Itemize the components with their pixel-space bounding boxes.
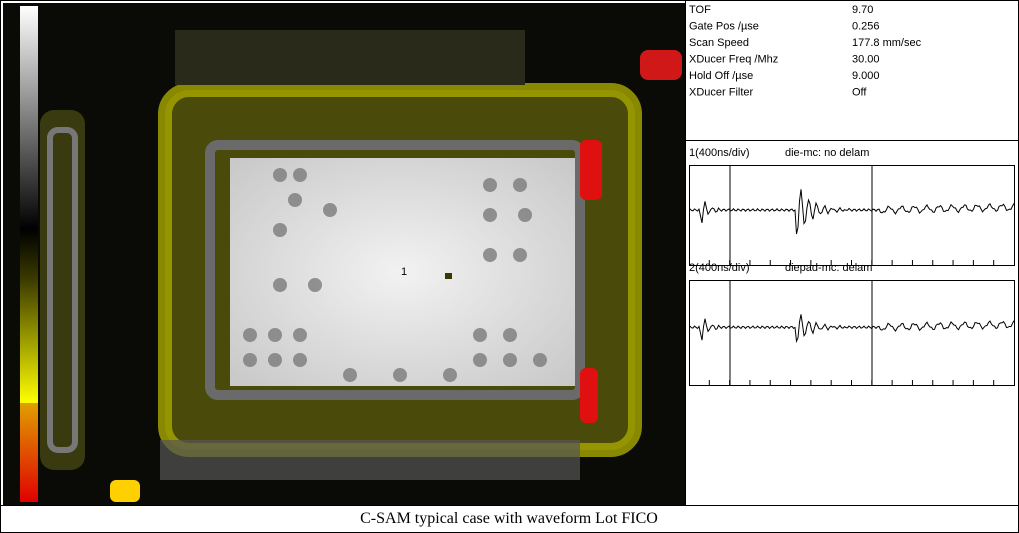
scan-spot (503, 353, 517, 367)
scan-spot (513, 178, 527, 192)
waveform-description: die-mc: no delam (785, 147, 869, 159)
scan-spot (483, 248, 497, 262)
scan-spot (308, 278, 322, 292)
caption: C-SAM typical case with waveform Lot FIC… (360, 510, 658, 527)
param-label: XDucer Filter (689, 87, 754, 99)
scan-spot (273, 278, 287, 292)
waveform-channel: 1(400ns/div) (689, 147, 750, 159)
scan-spot (503, 328, 517, 342)
scan-spot (273, 168, 287, 182)
scan-spot (513, 248, 527, 262)
param-label: TOF (689, 4, 711, 16)
scan-spot (293, 353, 307, 367)
waveform-box (690, 281, 1015, 386)
scan-spot (273, 223, 287, 237)
scan-spot (243, 328, 257, 342)
param-value: 0.256 (852, 21, 880, 33)
scan-spot (323, 203, 337, 217)
scan-spot (393, 368, 407, 382)
param-label: Scan Speed (689, 37, 749, 49)
scan-image: 1 (3, 3, 685, 505)
param-label: Hold Off /µse (689, 70, 753, 82)
param-label: XDucer Freq /Mhz (689, 54, 778, 66)
scan-spot (533, 353, 547, 367)
scan-marker: 1 (401, 266, 407, 278)
scan-spot (293, 168, 307, 182)
scan-spot (473, 353, 487, 367)
scan-spot (343, 368, 357, 382)
scan-spot (288, 193, 302, 207)
figure: 1 TOF 9.70 Gate Pos /µse 0.256 Scan Speed 177… (0, 0, 1019, 533)
param-value: 9.000 (852, 70, 880, 82)
param-value: 30.00 (852, 54, 880, 66)
param-value: Off (852, 87, 867, 99)
waveform-description: diepad-mc: delam (785, 262, 872, 274)
scan-spot (483, 208, 497, 222)
scan-spot (443, 368, 457, 382)
scan-spot (268, 328, 282, 342)
param-value: 177.8 mm/sec (852, 37, 922, 49)
scan-spot (268, 353, 282, 367)
scan-spot (518, 208, 532, 222)
waveform-box (690, 166, 1015, 266)
param-value: 9.70 (852, 4, 873, 16)
waveform-channel: 2(400ns/div) (689, 262, 750, 274)
scan-spot (293, 328, 307, 342)
scan-spot (483, 178, 497, 192)
scan-spot (243, 353, 257, 367)
param-label: Gate Pos /µse (689, 21, 759, 33)
scan-spot (473, 328, 487, 342)
color-scale (20, 6, 38, 502)
